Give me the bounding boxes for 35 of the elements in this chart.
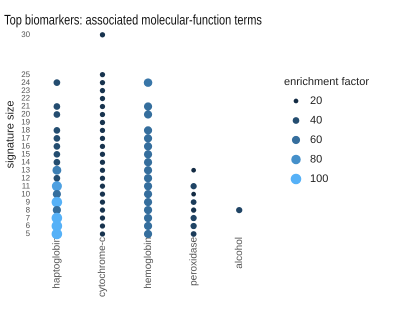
y-tick-label: 16: [21, 142, 31, 151]
y-tick-label: 30: [21, 30, 31, 40]
y-tick-label: 19: [21, 118, 31, 127]
y-tick-label: 14: [21, 157, 31, 166]
y-tick-label: 15: [21, 150, 31, 159]
y-tick-label: 17: [21, 134, 31, 143]
y-tick-label: 9: [26, 197, 31, 206]
y-tick-label: 22: [21, 94, 31, 103]
x-tick-label: peroxidase: [188, 236, 200, 286]
legend-title: enrichment factor: [284, 76, 370, 88]
y-tick-label: 13: [21, 165, 31, 174]
x-tick-label: haptoglobin: [52, 236, 63, 289]
legend-label: 80: [310, 154, 322, 166]
legend-label: 100: [310, 173, 328, 186]
y-tick-label: 18: [21, 126, 31, 135]
legend-label: 20: [310, 95, 322, 108]
legend-label: 40: [310, 114, 322, 127]
y-tick-label: 21: [21, 102, 31, 111]
y-tick-label: 8: [26, 205, 31, 214]
y-tick-label: 5: [26, 229, 31, 238]
chart-title: Top biomarkers: associated molecular-function terms: [4, 12, 262, 28]
y-tick-label: 24: [21, 78, 31, 87]
y-tick-label: 25: [21, 70, 31, 79]
y-axis-title: signature size: [4, 100, 17, 168]
y-tick-label: 23: [21, 86, 31, 95]
y-tick-label: 11: [22, 181, 31, 190]
x-tick-label: cytochrome-c: [97, 236, 108, 297]
y-tick-label: 6: [26, 221, 31, 230]
y-tick-label: 10: [21, 189, 31, 198]
y-tick-label: 12: [21, 173, 31, 182]
y-tick-label: 20: [21, 110, 31, 119]
y-tick-label: 7: [26, 213, 31, 222]
x-tick-label: alcohol: [234, 236, 245, 269]
x-tick-label: hemoglobin: [142, 236, 154, 289]
legend-label: 60: [310, 134, 322, 146]
